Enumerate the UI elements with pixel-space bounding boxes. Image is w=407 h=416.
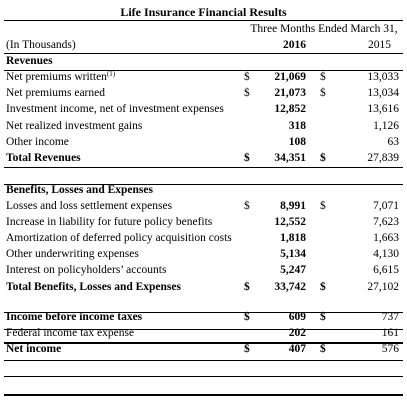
table-row: Other income 108 63	[2, 134, 405, 150]
table-row: Increase in liability for future policy …	[2, 214, 405, 230]
row-label: Net premiums earned	[6, 87, 105, 100]
bottom-rule	[4, 394, 403, 396]
units-label: (In Thousands)	[6, 39, 76, 52]
row-divider	[4, 184, 403, 185]
row-divider	[4, 329, 403, 330]
row-label: Other income	[6, 135, 69, 148]
year-prior: 2015	[368, 39, 391, 52]
row-label: Federal income tax expense	[6, 326, 135, 339]
table-row: Amortization of deferred policy acquisit…	[2, 230, 405, 246]
header-period-row: Three Months Ended March 31,	[2, 21, 405, 37]
total-row-net-income: Net income $ 407 $ 576	[2, 341, 405, 357]
total-label: Total Benefits, Losses and Expenses	[6, 280, 181, 293]
row-label: Income before income taxes	[6, 310, 143, 323]
section-heading-benefits: Benefits, Losses and Expenses	[6, 183, 153, 196]
title-divider	[4, 20, 403, 21]
total-row-revenues: Total Revenues $ 34,351 $ 27,839	[2, 150, 405, 166]
total-label: Total Revenues	[6, 151, 81, 164]
spacer-row	[2, 295, 405, 308]
table-row: Losses and loss settlement expenses $ 8,…	[2, 198, 405, 214]
header-divider	[4, 53, 403, 54]
table-row: Net premiums earned $ 21,073 $ 13,034	[2, 85, 405, 101]
row-label: Interest on policyholders’ accounts	[6, 264, 167, 277]
table-row: Income before income taxes $ 609 $ 737	[2, 309, 405, 325]
header-years-row: (In Thousands) 2016 2015	[2, 37, 405, 53]
table-row: Net realized investment gains 318 1,126	[2, 118, 405, 134]
section-divider	[4, 342, 403, 344]
table-row: Investment income, net of investment exp…	[2, 101, 405, 117]
table-row: Net premiums written(1) $ 21,069 $ 13,03…	[6, 70, 399, 84]
spacer-row	[2, 166, 405, 182]
row-divider	[4, 360, 403, 361]
footnote-marker: (1)	[106, 70, 116, 79]
total-label: Net income	[6, 342, 62, 355]
period-heading: Three Months Ended March 31,	[250, 23, 398, 35]
row-label: Other underwriting expenses	[6, 248, 139, 261]
table-row: Interest on policyholders’ accounts 5,24…	[2, 262, 405, 278]
total-row-benefits: Total Benefits, Losses and Expenses $ 33…	[2, 279, 405, 295]
table-row: Other underwriting expenses 5,134 4,130	[2, 246, 405, 262]
section-heading-revenues: Revenues	[6, 55, 53, 68]
table-row: Federal income tax expense 202 161	[2, 325, 405, 341]
financial-results-table: Life Insurance Financial Results Three M…	[2, 4, 405, 404]
revenues-heading-divider	[4, 70, 403, 71]
row-divider	[4, 376, 403, 377]
row-label: Losses and loss settlement expenses	[6, 200, 173, 213]
row-divider	[4, 312, 403, 313]
row-label: Net premiums written	[6, 71, 107, 84]
row-label: Net realized investment gains	[6, 119, 143, 132]
row-label: Increase in liability for future policy …	[6, 216, 213, 229]
row-label: Investment income, net of investment exp…	[6, 103, 224, 116]
year-current: 2016	[283, 39, 306, 52]
table-title: Life Insurance Financial Results	[120, 5, 287, 19]
row-divider	[4, 167, 403, 168]
row-label: Amortization of deferred policy acquisit…	[6, 232, 232, 245]
